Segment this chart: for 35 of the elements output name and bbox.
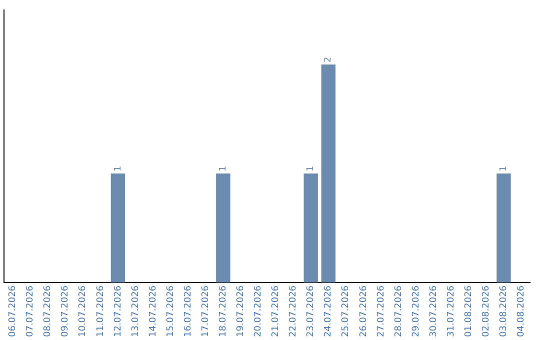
- x-tick-label: 20.07.2026: [254, 285, 264, 337]
- x-tick-label: 08.07.2026: [43, 285, 54, 337]
- x-tick-label: 22.07.2026: [288, 285, 299, 337]
- x-tick-label: 09.07.2026: [60, 285, 71, 337]
- x-tick-label: 19.07.2026: [236, 285, 246, 337]
- x-tick-label: 13.07.2026: [130, 285, 141, 337]
- x-tick-label: 04.08.2026: [516, 285, 527, 337]
- x-tick-label: 26.07.2026: [358, 285, 369, 337]
- x-tick-label: 10.07.2026: [78, 285, 88, 337]
- x-tick-label: 16.07.2026: [183, 285, 194, 337]
- x-tick-label: 14.07.2026: [148, 285, 158, 337]
- x-tick-label: 29.07.2026: [411, 285, 422, 337]
- x-tick-label: 17.07.2026: [200, 285, 211, 337]
- data-label: 1: [306, 166, 316, 172]
- x-tick-label: 12.07.2026: [113, 285, 124, 337]
- data-label: 1: [113, 166, 124, 172]
- x-tick-label: 01.08.2026: [464, 285, 474, 337]
- x-tick-label: 28.07.2026: [394, 285, 404, 337]
- x-tick-label: 30.07.2026: [428, 285, 439, 337]
- x-tick-label: 31.07.2026: [446, 285, 456, 337]
- x-tick-label: 21.07.2026: [271, 285, 282, 337]
- x-tick-label: 02.08.2026: [482, 285, 492, 337]
- x-tick-label: 25.07.2026: [341, 285, 352, 337]
- data-label: 1: [218, 166, 229, 172]
- x-tick-label: 03.08.2026: [499, 285, 510, 337]
- x-tick-label: 07.07.2026: [26, 285, 36, 337]
- x-tick-label: 15.07.2026: [166, 285, 176, 337]
- data-label: 1: [499, 166, 510, 172]
- x-tick-label: 23.07.2026: [306, 285, 316, 337]
- data-label: 2: [324, 56, 334, 62]
- x-tick-label: 27.07.2026: [376, 285, 386, 337]
- x-tick-label: 18.07.2026: [218, 285, 229, 337]
- x-tick-label: 06.07.2026: [8, 285, 18, 337]
- x-tick-label: 24.07.2026: [324, 285, 334, 337]
- x-tick-label: 11.07.2026: [96, 285, 106, 337]
